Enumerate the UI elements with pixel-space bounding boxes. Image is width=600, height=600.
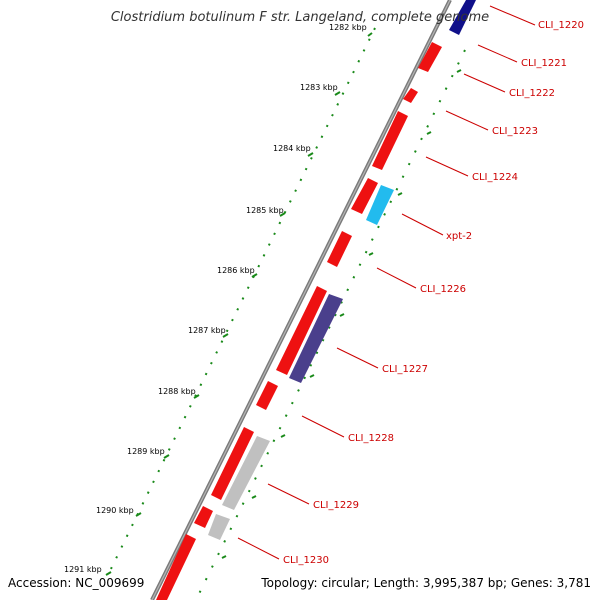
tick-label-1287: 1287 kbp [188,326,226,335]
gene-cli-1228a[interactable] [276,286,327,375]
gene-cli-1227[interactable] [289,294,343,383]
gene-cli-1229a[interactable] [211,427,254,500]
gene-label-cli-1221[interactable]: CLI_1221 [521,58,567,69]
map-title: Clostridium botulinum F str. Langeland, … [110,10,490,25]
ruler-dots [107,27,466,600]
ruler-tick-labels: 1282 kbp 1283 kbp 1284 kbp 1285 kbp 1286… [64,23,367,574]
gene-label-cli-1227[interactable]: CLI_1227 [382,364,428,375]
gene-cli-1226[interactable] [327,231,352,267]
gene-label-xpt-2[interactable]: xpt-2 [446,231,472,242]
tick-label-1285: 1285 kbp [246,206,284,215]
tick-label-1283: 1283 kbp [300,83,338,92]
tick-label-1284: 1284 kbp [273,144,311,153]
ruler-ticks [105,32,462,576]
gene-cli-1230a[interactable] [194,506,213,528]
gene-xpt-2[interactable] [366,185,394,225]
gene-cli-1228[interactable] [256,381,278,410]
tick-label-1288: 1288 kbp [158,387,196,396]
gene-cli-1231[interactable] [156,534,196,600]
tick-label-1291: 1291 kbp [64,565,102,574]
gene-label-cli-1229[interactable]: CLI_1229 [313,500,359,511]
forward-genes [156,42,442,600]
gene-cli-1224[interactable] [351,178,378,214]
ruler-inner-dotted-line [195,49,466,600]
gene-leader-lines [237,5,536,560]
gene-label-cli-1228[interactable]: CLI_1228 [348,433,394,444]
tick-label-1289: 1289 kbp [127,447,165,456]
tick-label-1282: 1282 kbp [329,23,367,32]
gene-cli-1222[interactable] [403,88,418,103]
gene-cli-1230[interactable] [208,514,230,540]
genome-summary-text: Topology: circular; Length: 3,995,387 bp… [261,576,591,590]
accession-text: Accession: NC_009699 [8,576,145,590]
gene-label-cli-1230[interactable]: CLI_1230 [283,555,329,566]
gene-cli-1220[interactable] [449,0,476,35]
gene-label-cli-1222[interactable]: CLI_1222 [509,88,555,99]
gene-label-cli-1224[interactable]: CLI_1224 [472,172,518,183]
gene-cli-1229[interactable] [222,436,270,510]
gene-labels: CLI_1220 CLI_1221 CLI_1222 CLI_1223 CLI_… [283,20,584,566]
gene-label-cli-1223[interactable]: CLI_1223 [492,126,538,137]
gene-label-cli-1220[interactable]: CLI_1220 [538,20,584,31]
gene-cli-1223[interactable] [372,111,408,170]
gene-cli-1221[interactable] [418,42,442,72]
tick-label-1290: 1290 kbp [96,506,134,515]
genome-backbone [150,0,452,600]
reverse-genes [208,0,476,540]
gene-label-cli-1226[interactable]: CLI_1226 [420,284,466,295]
tick-label-1286: 1286 kbp [217,266,255,275]
